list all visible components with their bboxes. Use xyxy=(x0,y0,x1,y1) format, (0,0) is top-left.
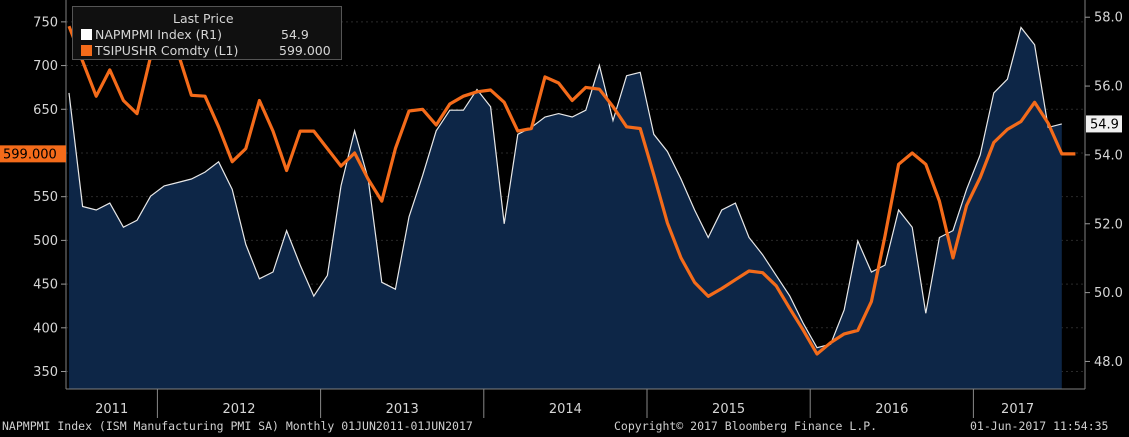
x-tick-label: 2011 xyxy=(95,402,128,417)
x-axis: 2011 2012 2013 2014 2015 2016 2017 xyxy=(95,389,1034,418)
left-tick-label: 650 xyxy=(33,103,58,118)
x-tick-label: 2013 xyxy=(386,402,419,417)
left-tick-label: 350 xyxy=(33,365,58,380)
legend-swatch-tsipushr xyxy=(81,45,92,56)
left-tick-label: 750 xyxy=(33,15,58,30)
left-tick-label: 400 xyxy=(33,321,58,336)
right-tick-label: 58.0 xyxy=(1094,11,1123,26)
legend-header: Last Price xyxy=(173,11,234,26)
legend-label-tsipushr: TSIPUSHR Comdty (L1) xyxy=(95,43,239,58)
footer-description: NAPMPMI Index (ISM Manufacturing PMI SA)… xyxy=(2,419,473,433)
left-tick-label: 700 xyxy=(33,59,58,74)
legend-item-napmpmi: NAPMPMI Index (R1) 54.9 xyxy=(81,27,309,43)
left-tick-label: 500 xyxy=(33,234,58,249)
left-tick-label: 550 xyxy=(33,190,58,205)
left-last-value: 599.000 xyxy=(3,147,57,162)
legend-item-tsipushr: TSIPUSHR Comdty (L1) 599.000 xyxy=(81,43,331,59)
right-tick-label: 56.0 xyxy=(1094,80,1123,95)
x-tick-label: 2017 xyxy=(1001,402,1034,417)
x-tick-label: 2016 xyxy=(875,402,908,417)
pmi-area-fill xyxy=(69,27,1062,389)
left-last-value-badge: 599.000 xyxy=(0,145,66,163)
x-tick-label: 2014 xyxy=(549,402,582,417)
right-tick-label: 52.0 xyxy=(1094,217,1123,232)
legend-label-napmpmi: NAPMPMI Index (R1) xyxy=(95,27,222,42)
legend-value-napmpmi: 54.9 xyxy=(281,27,309,42)
right-tick-label: 54.0 xyxy=(1094,148,1123,163)
left-tick-label: 450 xyxy=(33,278,58,293)
legend-value-tsipushr: 599.000 xyxy=(279,43,331,58)
right-tick-label: 48.0 xyxy=(1094,355,1123,370)
right-axis: 48.0 50.0 52.0 54.0 56.0 58.0 xyxy=(1085,11,1123,370)
legend: Last Price NAPMPMI Index (R1) 54.9 TSIPU… xyxy=(72,6,342,60)
legend-swatch-napmpmi xyxy=(81,29,92,40)
right-tick-label: 50.0 xyxy=(1094,286,1123,301)
right-last-value-badge: 54.9 xyxy=(1086,115,1122,133)
footer-copyright: Copyright© 2017 Bloomberg Finance L.P. xyxy=(614,419,878,433)
right-last-value: 54.9 xyxy=(1090,117,1119,132)
footer-timestamp: 01-Jun-2017 11:54:35 xyxy=(970,419,1109,433)
series-line-tsipushr xyxy=(67,25,1076,356)
x-tick-label: 2015 xyxy=(712,402,745,417)
x-tick-label: 2012 xyxy=(222,402,255,417)
series-line-napmpmi xyxy=(68,26,1062,349)
